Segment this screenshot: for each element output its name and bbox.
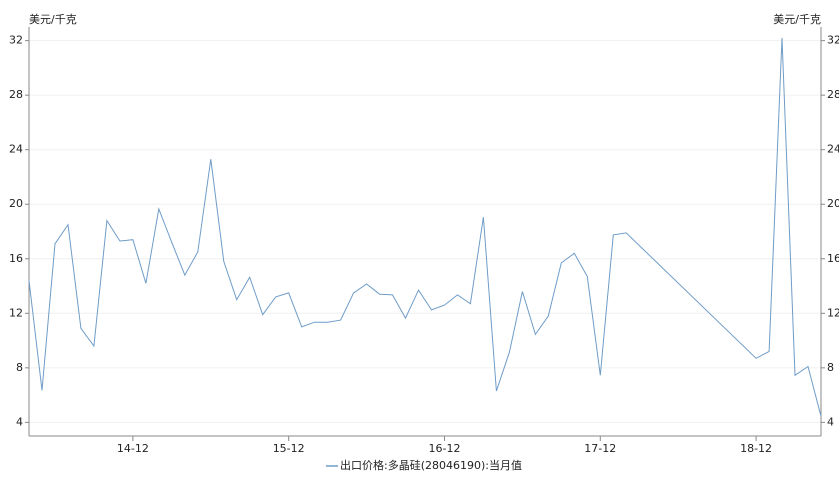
y-axis-label: 美元/千克 <box>29 13 77 26</box>
x-tick-label: 17-12 <box>584 442 616 455</box>
y2-tick-label: 28 <box>827 88 839 101</box>
legend-label: 出口价格:多晶硅(28046190):当月值 <box>340 458 522 472</box>
y2-axis-label: 美元/千克 <box>773 13 821 26</box>
y-tick-label: 32 <box>9 34 23 47</box>
x-tick-label: 14-12 <box>117 442 149 455</box>
y-tick-label: 8 <box>16 361 23 374</box>
y-tick-label: 20 <box>9 197 23 210</box>
y-tick-label: 28 <box>9 88 23 101</box>
y2-tick-label: 24 <box>827 143 839 156</box>
y2-tick-label: 12 <box>827 306 839 319</box>
y-tick-label: 24 <box>9 143 23 156</box>
y2-tick-label: 32 <box>827 34 839 47</box>
x-tick-label: 16-12 <box>428 442 460 455</box>
y-tick-label: 12 <box>9 306 23 319</box>
y2-tick-label: 8 <box>827 361 834 374</box>
x-tick-label: 15-12 <box>273 442 305 455</box>
y-tick-label: 16 <box>9 252 23 265</box>
y2-tick-label: 16 <box>827 252 839 265</box>
y-tick-label: 4 <box>16 415 23 428</box>
x-tick-label: 18-12 <box>740 442 772 455</box>
y2-tick-label: 4 <box>827 415 834 428</box>
line <box>28 37 822 417</box>
y2-tick-label: 20 <box>827 197 839 210</box>
